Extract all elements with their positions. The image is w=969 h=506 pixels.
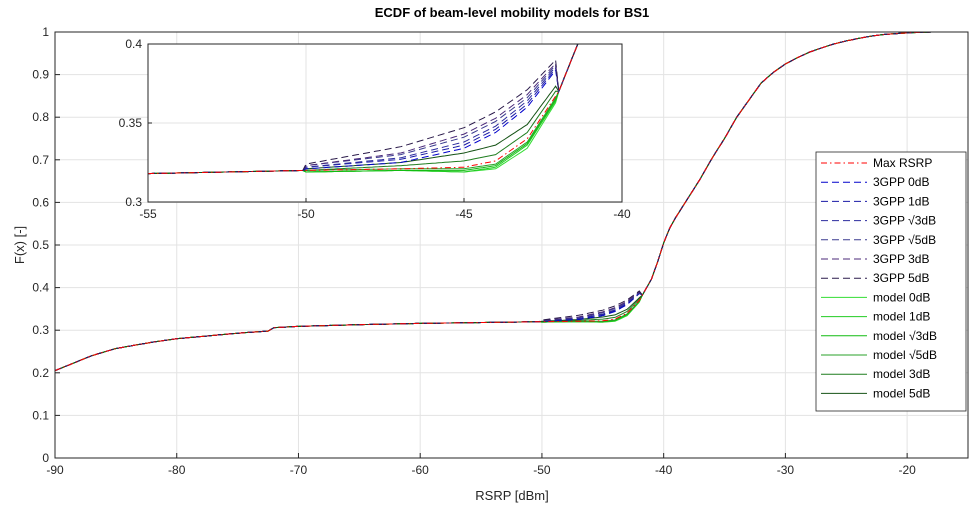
x-axis-label: RSRP [dBm] xyxy=(475,488,548,503)
inset-plot-area xyxy=(148,44,579,175)
y-tick-label: 0.7 xyxy=(32,153,49,167)
inset-y-tick-label: 0.35 xyxy=(119,116,143,130)
main-plot-area xyxy=(54,31,968,372)
inset-axes: -55 -50 -45 -40 0.3 0.35 0.4 xyxy=(119,37,631,221)
y-tick-label: 0.6 xyxy=(32,195,49,209)
y-tick-label: 0.3 xyxy=(32,323,49,337)
legend-entry-label: model 5dB xyxy=(873,386,930,400)
chart-title: ECDF of beam-level mobility models for B… xyxy=(375,5,650,20)
y-tick-label: 0.5 xyxy=(32,238,49,252)
x-tick-label: -20 xyxy=(898,463,916,477)
inset-series-line-6 xyxy=(148,44,579,175)
inset-series-line-0 xyxy=(148,44,579,175)
x-tick-label: -50 xyxy=(533,463,551,477)
x-tick-label: -80 xyxy=(168,463,186,477)
inset-y-tick-label: 0.4 xyxy=(125,37,142,51)
legend-entry-label: 3GPP 1dB xyxy=(873,194,929,208)
x-tick-label: -90 xyxy=(46,463,64,477)
y-tick-label: 0 xyxy=(42,451,49,465)
y-tick-label: 0.8 xyxy=(32,110,49,124)
legend-entry-label: model 3dB xyxy=(873,367,930,381)
y-axis-label: F(x) [-] xyxy=(12,226,27,264)
inset-x-tick-label: -55 xyxy=(139,207,157,221)
legend-entry-label: Max RSRP xyxy=(873,156,932,170)
legend-entry-label: 3GPP √3dB xyxy=(873,214,936,228)
inset-ticks: -55 -50 -45 -40 0.3 0.35 0.4 xyxy=(119,37,631,221)
inset-x-tick-label: -40 xyxy=(613,207,631,221)
x-tick-label: -40 xyxy=(655,463,673,477)
legend-box xyxy=(815,151,967,412)
legend-entry-label: 3GPP √5dB xyxy=(873,233,936,247)
main-ticks: -90 -80 -70 -60 -50 -40 -30 -20 0 0.1 0.2 0.3 0.4 0.5… xyxy=(32,25,916,477)
y-tick-label: 0.4 xyxy=(32,281,49,295)
legend-entry-label: model 1dB xyxy=(873,310,930,324)
y-tick-label: 1 xyxy=(42,25,49,39)
legend-entry-label: 3GPP 5dB xyxy=(873,271,929,285)
inset-x-tick-label: -45 xyxy=(455,207,473,221)
legend-entry-label: model 0dB xyxy=(873,290,930,304)
legend-entry-label: model √5dB xyxy=(873,348,937,362)
inset-x-tick-label: -50 xyxy=(297,207,315,221)
legend: Max RSRP 3GPP 0dB 3GPP 1dB 3GPP √3dB 3GPP √5… xyxy=(815,151,967,412)
legend-entry-label: model √3dB xyxy=(873,329,937,343)
x-tick-label: -60 xyxy=(412,463,430,477)
inset-y-tick-label: 0.3 xyxy=(125,195,142,209)
legend-entry-label: 3GPP 3dB xyxy=(873,252,929,266)
x-tick-label: -70 xyxy=(290,463,308,477)
legend-entry-label: 3GPP 0dB xyxy=(873,175,929,189)
y-tick-label: 0.1 xyxy=(32,408,49,422)
series-line-0 xyxy=(54,31,968,372)
y-tick-label: 0.2 xyxy=(32,366,49,380)
x-tick-label: -30 xyxy=(777,463,795,477)
y-tick-label: 0.9 xyxy=(32,68,49,82)
